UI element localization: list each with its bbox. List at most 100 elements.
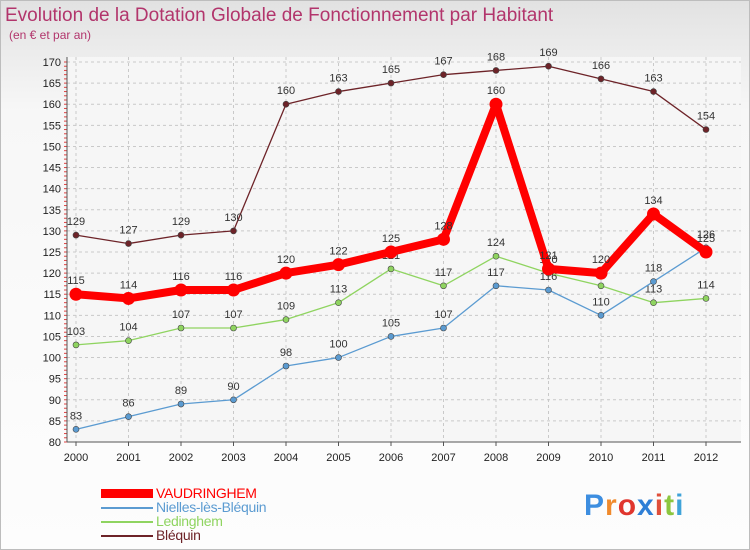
x-tick-label: 2011 <box>642 452 666 464</box>
y-tick-label: 135 <box>43 205 61 217</box>
y-tick-label: 145 <box>43 163 61 175</box>
data-point-bl-quin <box>230 227 237 235</box>
logo-letter: x <box>637 489 655 522</box>
data-label-ledinghem: 107 <box>224 309 242 321</box>
data-label-vaudringhem: 122 <box>329 246 347 258</box>
y-tick-label: 165 <box>43 78 61 90</box>
data-point-nielles-l-s-bl-quin <box>597 312 605 319</box>
y-tick-label: 115 <box>43 289 61 301</box>
y-tick-label: 150 <box>43 141 61 153</box>
y-tick-label: 160 <box>43 99 61 111</box>
data-point-vaudringhem <box>437 232 450 246</box>
data-point-nielles-l-s-bl-quin <box>282 362 290 370</box>
data-point-nielles-l-s-bl-quin <box>230 396 237 404</box>
data-point-ledinghem <box>177 324 185 332</box>
data-label-ledinghem: 104 <box>119 322 137 334</box>
data-label-vaudringhem: 116 <box>172 271 190 283</box>
data-label-ledinghem: 113 <box>645 284 663 296</box>
x-tick-label: 2010 <box>589 452 613 464</box>
data-label-vaudringhem: 160 <box>487 85 505 97</box>
data-label-vaudringhem: 125 <box>697 233 715 245</box>
data-point-bl-quin <box>702 126 710 133</box>
data-point-nielles-l-s-bl-quin <box>545 286 552 294</box>
data-label-nielles-l-s-bl-quin: 107 <box>434 309 452 321</box>
data-point-bl-quin <box>387 79 395 87</box>
data-label-ledinghem: 107 <box>172 309 190 321</box>
logo-letter: t <box>664 489 676 522</box>
y-tick-label: 100 <box>43 353 61 365</box>
logo-letter: P <box>584 489 606 522</box>
data-label-vaudringhem: 125 <box>382 233 400 245</box>
logo-letter: o <box>617 489 638 522</box>
data-label-nielles-l-s-bl-quin: 105 <box>382 317 400 329</box>
data-point-bl-quin <box>177 231 185 239</box>
data-point-vaudringhem <box>227 283 240 297</box>
data-point-vaudringhem <box>174 283 188 297</box>
data-point-ledinghem <box>440 282 447 290</box>
data-point-bl-quin <box>282 100 290 108</box>
logo-letter: i <box>654 489 665 522</box>
data-label-vaudringhem: 128 <box>434 220 452 232</box>
x-tick-label: 2012 <box>694 452 718 464</box>
y-tick-label: 85 <box>49 416 61 428</box>
data-point-bl-quin <box>597 75 605 83</box>
data-label-vaudringhem: 121 <box>539 250 557 262</box>
data-point-bl-quin <box>650 88 657 95</box>
y-tick-label: 125 <box>43 247 61 259</box>
x-tick-label: 2002 <box>169 452 193 464</box>
data-label-ledinghem: 103 <box>67 326 85 338</box>
data-point-vaudringhem <box>279 266 293 280</box>
data-point-ledinghem <box>650 299 657 306</box>
legend-label: Bléquin <box>156 527 201 543</box>
data-label-bl-quin: 127 <box>119 225 137 237</box>
y-tick-label: 105 <box>43 331 61 343</box>
data-point-nielles-l-s-bl-quin <box>650 278 657 285</box>
data-label-nielles-l-s-bl-quin: 98 <box>280 347 292 359</box>
data-point-ledinghem <box>230 324 237 332</box>
data-point-vaudringhem <box>699 245 713 259</box>
data-point-vaudringhem <box>647 207 660 221</box>
x-tick-label: 2007 <box>431 452 455 464</box>
data-point-nielles-l-s-bl-quin <box>492 282 500 290</box>
y-tick-label: 110 <box>43 310 61 322</box>
legend-swatch <box>101 535 153 537</box>
data-label-bl-quin: 169 <box>539 47 557 59</box>
data-label-nielles-l-s-bl-quin: 110 <box>592 296 610 308</box>
data-point-nielles-l-s-bl-quin <box>335 354 342 361</box>
data-label-vaudringhem: 120 <box>592 254 610 266</box>
proxiti-logo: Proxiti <box>584 489 684 523</box>
data-label-bl-quin: 166 <box>592 60 610 72</box>
data-label-bl-quin: 129 <box>67 216 85 228</box>
data-point-ledinghem <box>72 341 80 349</box>
data-label-bl-quin: 154 <box>697 111 715 123</box>
x-tick-label: 2008 <box>484 452 508 464</box>
data-label-bl-quin: 160 <box>277 85 295 97</box>
data-label-bl-quin: 130 <box>224 212 242 224</box>
data-point-vaudringhem <box>69 287 83 301</box>
y-tick-label: 140 <box>43 184 61 196</box>
logo-letter: i <box>675 489 685 522</box>
legend-label: VAUDRINGHEM <box>156 485 257 501</box>
data-point-vaudringhem <box>594 266 608 280</box>
data-point-nielles-l-s-bl-quin <box>177 400 185 408</box>
data-label-nielles-l-s-bl-quin: 86 <box>122 398 134 410</box>
legend-swatch <box>101 507 153 509</box>
x-tick-label: 2006 <box>379 452 403 464</box>
data-point-bl-quin <box>125 240 132 247</box>
chart-title: Evolution de la Dotation Globale de Fonc… <box>5 5 554 26</box>
x-tick-label: 2001 <box>116 452 140 464</box>
data-label-bl-quin: 163 <box>644 73 662 85</box>
data-point-nielles-l-s-bl-quin <box>72 426 80 433</box>
data-label-ledinghem: 109 <box>277 301 295 313</box>
legend-swatch <box>101 521 153 523</box>
data-point-bl-quin <box>72 231 80 239</box>
data-point-ledinghem <box>492 252 500 260</box>
legend-label: Ledinghem <box>156 513 223 529</box>
data-label-vaudringhem: 116 <box>225 271 243 283</box>
data-label-bl-quin: 129 <box>172 216 190 228</box>
data-point-ledinghem <box>597 282 605 290</box>
y-tick-label: 80 <box>49 437 61 449</box>
x-tick-label: 2005 <box>326 452 350 464</box>
data-label-bl-quin: 163 <box>329 73 347 85</box>
